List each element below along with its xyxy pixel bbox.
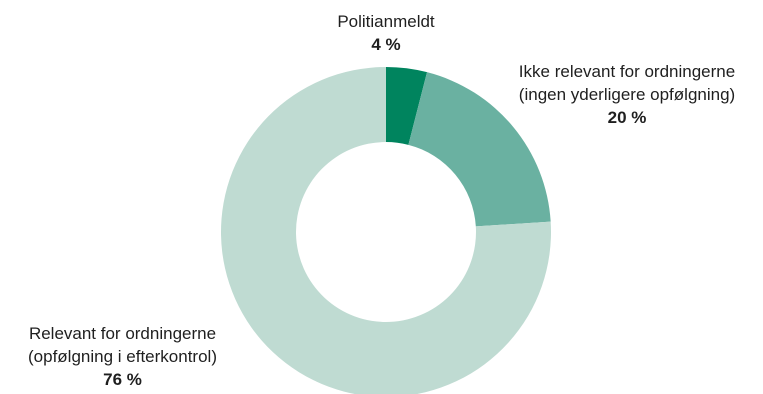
slice-label-name-line2: (ingen yderligere opfølgning) — [518, 85, 736, 104]
slice-label-name: Politianmeldt — [337, 12, 435, 31]
slice-label-name: Ikke relevant for ordningerne — [518, 62, 736, 81]
slice-label-politianmeldt: Politianmeldt 4 % — [306, 10, 466, 56]
slice-value-label: 20 % — [607, 108, 647, 127]
slice-politianmeldt — [386, 67, 428, 145]
slice-ikke-relevant — [408, 72, 551, 227]
slice-relevant — [221, 67, 551, 394]
slice-label-relevant: Relevant for ordningerne (opfølgning i e… — [0, 322, 245, 391]
slice-label-name-line2: (opfølgning i efterkontrol) — [28, 347, 217, 366]
slice-label-name: Relevant for ordningerne — [28, 324, 217, 343]
slice-value-label: 4 % — [371, 35, 401, 54]
slice-label-ikke-relevant: Ikke relevant for ordningerne (ingen yde… — [492, 60, 762, 129]
slice-value-label: 76 % — [103, 370, 142, 389]
